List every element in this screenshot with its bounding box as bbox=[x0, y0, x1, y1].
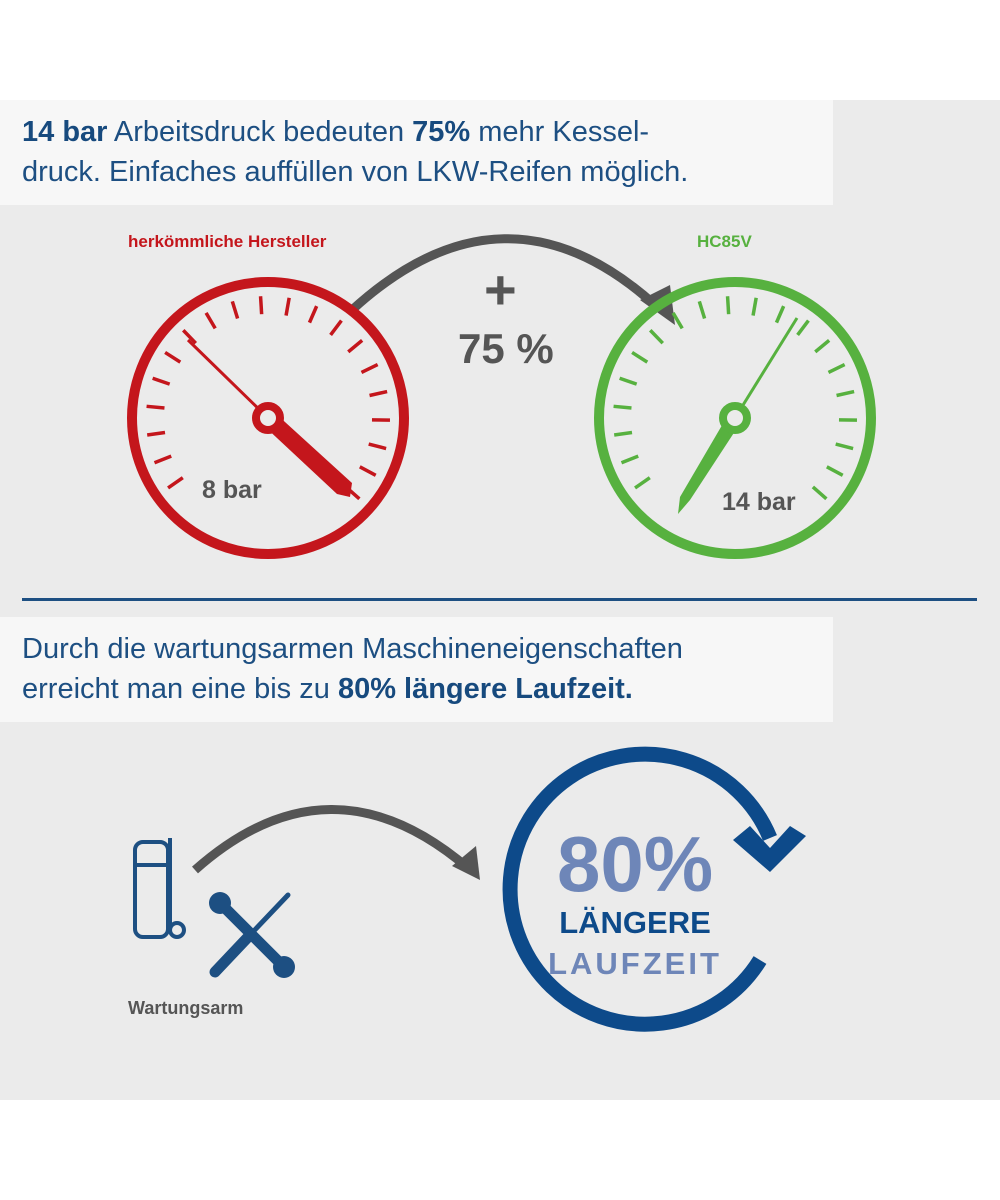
right-gauge bbox=[594, 277, 876, 559]
headline-text: erreicht man eine bis zu bbox=[22, 673, 338, 705]
gauge-tick bbox=[164, 350, 182, 364]
gauge-tick bbox=[359, 465, 377, 477]
gauge-tick bbox=[204, 311, 217, 330]
gauge-tick bbox=[826, 465, 844, 477]
gauge-tick bbox=[827, 362, 846, 374]
needle-hub bbox=[252, 402, 284, 434]
gauge-tick bbox=[152, 376, 171, 386]
needle-tail bbox=[186, 338, 270, 420]
left-gauge-title: herkömmliche Hersteller bbox=[128, 232, 327, 251]
headline-text: mehr Kessel- bbox=[470, 116, 650, 148]
gauge-tick bbox=[836, 389, 855, 398]
gauge-tick bbox=[230, 300, 240, 320]
gauge-tick bbox=[368, 442, 387, 451]
left-gauge-value: 8 bar bbox=[202, 476, 262, 504]
gauge-needle bbox=[262, 412, 352, 497]
left-gauge bbox=[127, 277, 409, 559]
increase-label: 75 % bbox=[458, 325, 554, 372]
needle-tail bbox=[733, 317, 799, 419]
gauge-tick bbox=[811, 485, 828, 501]
headline-text: Durch die wartungsarmen Maschineneigensc… bbox=[22, 633, 683, 665]
gauge-tick bbox=[631, 350, 649, 364]
gauge-tick bbox=[307, 305, 319, 324]
gauge-tick bbox=[634, 476, 651, 490]
maintenance-label: Wartungsarm bbox=[128, 998, 244, 1018]
gauge-tick bbox=[613, 404, 632, 410]
plus-sign: + bbox=[484, 258, 517, 321]
runtime-percent: 80% bbox=[556, 820, 714, 908]
runtime-line2: LAUFZEIT bbox=[548, 946, 722, 981]
gauge-tick bbox=[284, 297, 291, 316]
gauge-tick bbox=[146, 430, 166, 437]
tools-icon bbox=[209, 892, 295, 978]
runtime-line1: LÄNGERE bbox=[559, 905, 711, 940]
headline-emphasis: 14 bar bbox=[22, 116, 108, 148]
right-gauge-title: HC85V bbox=[697, 232, 752, 251]
headline-text: druck. Einfaches auffüllen von LKW-Reife… bbox=[22, 156, 689, 188]
gauge-tick bbox=[329, 319, 343, 336]
headline-emphasis: 75% bbox=[412, 116, 471, 148]
gauge-tick bbox=[835, 442, 854, 451]
gauge-tick bbox=[814, 339, 831, 354]
compressor-icon bbox=[133, 838, 186, 939]
gauge-tick bbox=[751, 297, 758, 316]
needle-hub bbox=[719, 402, 751, 434]
section-divider bbox=[22, 598, 977, 601]
arrow-head-icon bbox=[733, 826, 806, 872]
gauge-tick bbox=[369, 389, 388, 398]
gauge-tick bbox=[671, 311, 684, 330]
cycle-arrow bbox=[502, 746, 777, 1032]
arrow-head-icon bbox=[452, 846, 480, 880]
gauge-tick bbox=[613, 430, 633, 437]
gauge-tick bbox=[347, 339, 364, 354]
headline-text: Arbeitsdruck bedeuten bbox=[107, 116, 413, 148]
gauge-tick bbox=[181, 329, 198, 345]
headline-pressure: 14 bar Arbeitsdruck bedeuten 75% mehr Ke… bbox=[0, 100, 833, 205]
gauge-tick bbox=[774, 305, 786, 324]
gauge-tick bbox=[146, 404, 165, 410]
curved-arrow bbox=[348, 234, 659, 314]
gauge-tick bbox=[796, 319, 810, 336]
gauge-tick bbox=[360, 362, 379, 374]
gauge-tick bbox=[167, 476, 184, 490]
gauge-tick bbox=[619, 376, 638, 386]
gauge-tick bbox=[620, 454, 639, 465]
gauge-tick bbox=[648, 329, 665, 345]
gauge-tick bbox=[725, 296, 731, 315]
gauge-needle bbox=[678, 415, 741, 514]
gauge-ring bbox=[594, 277, 876, 559]
curved-arrow bbox=[192, 805, 471, 874]
right-gauge-value: 14 bar bbox=[722, 488, 796, 516]
gauge-tick bbox=[258, 296, 264, 315]
gauge-tick bbox=[153, 454, 172, 465]
headline-emphasis: 80% längere Laufzeit. bbox=[337, 673, 633, 705]
headline-runtime: Durch die wartungsarmen Maschineneigensc… bbox=[0, 617, 833, 722]
gauge-tick bbox=[697, 300, 707, 320]
gauge-ring bbox=[127, 277, 409, 559]
